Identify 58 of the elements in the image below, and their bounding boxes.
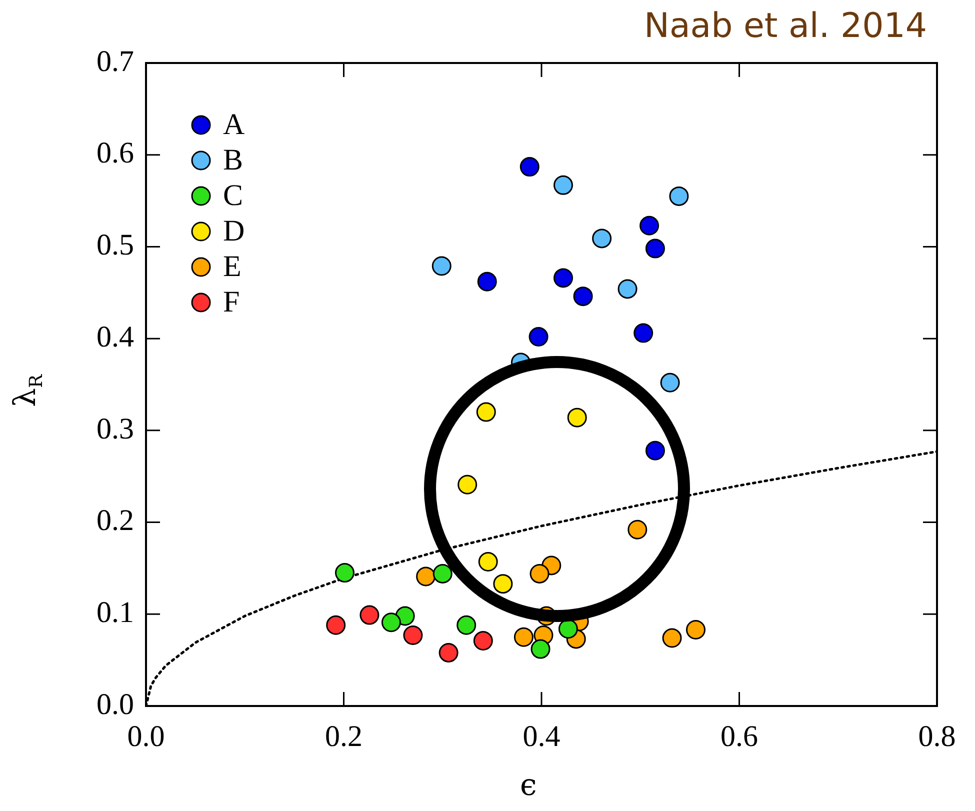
point xyxy=(634,323,654,343)
y-tick-label: 0.4 xyxy=(96,320,134,354)
point xyxy=(628,520,648,540)
point xyxy=(662,628,682,648)
point xyxy=(592,228,612,248)
point xyxy=(514,627,534,647)
chart-title: Naab et al. 2014 xyxy=(644,6,927,46)
x-axis-title: ϵ xyxy=(520,768,537,803)
point xyxy=(334,563,354,583)
legend-label: F xyxy=(223,285,240,318)
point xyxy=(530,639,550,659)
point xyxy=(645,238,665,258)
legend-label: E xyxy=(223,250,242,283)
point xyxy=(660,372,680,392)
y-tick-label: 0.7 xyxy=(96,44,134,78)
y-tick-label: 0.3 xyxy=(96,412,134,446)
x-tick-label: 0.2 xyxy=(325,720,362,753)
point xyxy=(403,626,423,646)
point xyxy=(381,612,401,632)
x-tick-label: 0.6 xyxy=(720,720,758,753)
point xyxy=(478,552,498,572)
legend-label: A xyxy=(223,108,245,141)
point xyxy=(477,272,497,292)
y-tick-label: 0.1 xyxy=(96,596,134,630)
point xyxy=(554,268,574,288)
legend-label: C xyxy=(223,178,244,212)
point xyxy=(360,605,380,625)
point xyxy=(326,615,346,635)
point xyxy=(432,564,452,584)
x-tick-label: 0.4 xyxy=(522,720,560,753)
point xyxy=(416,566,436,586)
point xyxy=(476,402,496,422)
point xyxy=(493,574,513,594)
point xyxy=(669,186,689,206)
point xyxy=(438,642,458,662)
y-tick-label: 0.0 xyxy=(96,688,134,721)
point xyxy=(558,619,578,639)
point xyxy=(458,474,478,494)
point xyxy=(473,631,493,651)
x-tick-label: 0.0 xyxy=(127,720,165,753)
point xyxy=(530,564,550,584)
y-tick-label: 0.5 xyxy=(96,228,134,262)
point xyxy=(567,408,587,428)
legend-label: D xyxy=(223,214,245,248)
point xyxy=(618,279,638,299)
legend-label: B xyxy=(223,143,244,176)
point xyxy=(573,286,593,306)
point xyxy=(686,620,706,640)
point xyxy=(554,175,574,195)
point xyxy=(645,440,665,460)
point xyxy=(456,615,476,635)
y-tick-label: 0.2 xyxy=(96,504,134,538)
y-tick-label: 0.6 xyxy=(96,136,134,170)
point xyxy=(520,157,540,177)
x-tick-label: 0.8 xyxy=(918,720,956,753)
point xyxy=(640,216,660,236)
point xyxy=(528,326,548,346)
point xyxy=(432,256,452,276)
